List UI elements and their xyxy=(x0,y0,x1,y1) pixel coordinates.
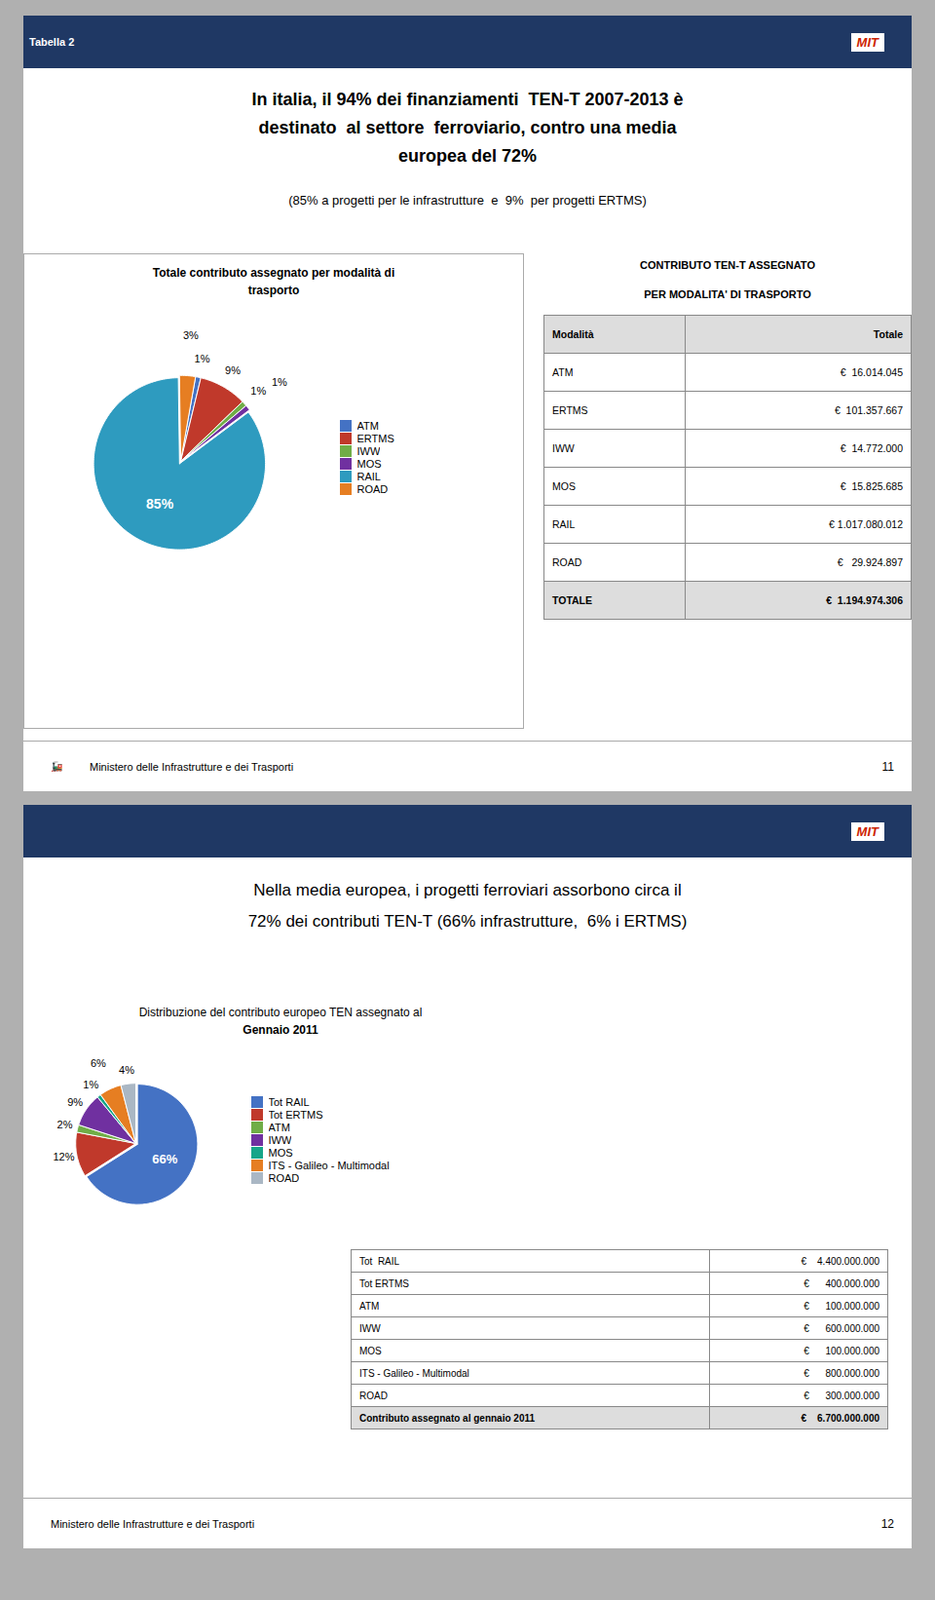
html-text:ATM: ATM xyxy=(359,1299,380,1311)
svg-text:1%: 1% xyxy=(194,352,211,365)
html-text:Tot RAIL: Tot RAIL xyxy=(359,1254,400,1266)
html-text:europea del 72%: europea del 72% xyxy=(398,145,537,166)
html-text:Ministero delle Infrastrutture: Ministero delle Infrastrutture e dei Tra… xyxy=(50,1516,255,1529)
html-text:MOS: MOS xyxy=(359,1344,382,1356)
html-text:(85% a progetti per le infrast: (85% a progetti per le infrastrutture e … xyxy=(288,193,647,208)
html-text:In italia, il 94% dei finanzia: In italia, il 94% dei finanziamenti TEN-… xyxy=(251,89,684,110)
html-text:Nella media europea, i progett: Nella media europea, i progetti ferrovia… xyxy=(253,880,682,899)
html-text:ROAD: ROAD xyxy=(356,483,388,496)
html-text:ROAD: ROAD xyxy=(268,1171,300,1184)
html-text:€ 100.000.000: € 100.000.000 xyxy=(803,1299,880,1311)
html-text:€ 4.400.000.000: € 4.400.000.000 xyxy=(800,1254,880,1266)
html-text:€ 101.357.667: € 101.357.667 xyxy=(834,404,903,417)
html-text:Tot RAIL: Tot RAIL xyxy=(268,1095,310,1108)
html-text:Totale contributo assegnato pe: Totale contributo assegnato per modalità… xyxy=(152,265,395,280)
html-text:Contributo assegnato al gennai: Contributo assegnato al gennaio 2011 xyxy=(359,1411,535,1423)
html-text:ATM: ATM xyxy=(268,1120,291,1133)
html-text:ROAD: ROAD xyxy=(359,1389,388,1401)
svg-text:85%: 85% xyxy=(146,495,175,512)
html-text:MOS: MOS xyxy=(356,458,382,470)
svg-text:6%: 6% xyxy=(90,1056,107,1069)
html-text:€ 800.000.000: € 800.000.000 xyxy=(803,1366,880,1378)
html-text:€ 16.014.045: € 16.014.045 xyxy=(840,366,903,379)
html-text:destinato al settore ferroviar: destinato al settore ferroviario, contro… xyxy=(258,117,677,138)
html-text:Tabella 2: Tabella 2 xyxy=(29,36,75,48)
html-text:ROAD: ROAD xyxy=(552,556,582,569)
html-text:€ 100.000.000: € 100.000.000 xyxy=(803,1344,880,1356)
html-text:€ 6.700.000.000: € 6.700.000.000 xyxy=(800,1411,880,1423)
html-text:IWW: IWW xyxy=(268,1133,292,1146)
svg-text:1%: 1% xyxy=(250,384,266,397)
html-text:MIT: MIT xyxy=(856,823,879,839)
svg-text:2%: 2% xyxy=(57,1118,74,1130)
html-text:Tot ERTMS: Tot ERTMS xyxy=(268,1108,323,1120)
html-text:ATM: ATM xyxy=(356,420,379,432)
html-text:€ 1.017.080.012: € 1.017.080.012 xyxy=(828,518,903,531)
svg-text:1%: 1% xyxy=(271,375,288,388)
html-text:MOS: MOS xyxy=(552,480,576,493)
html-text:CONTRIBUTO TEN-T ASSEGNATO: CONTRIBUTO TEN-T ASSEGNATO xyxy=(639,259,816,271)
html-text:IWW: IWW xyxy=(356,445,381,458)
html-text:RAIL: RAIL xyxy=(552,518,575,531)
html-text:TOTALE: TOTALE xyxy=(552,594,593,606)
html-text:Gennaio 2011: Gennaio 2011 xyxy=(242,1022,319,1037)
html-text:ERTMS: ERTMS xyxy=(356,432,395,445)
html-text:11: 11 xyxy=(881,759,895,773)
svg-text:9%: 9% xyxy=(224,364,241,376)
html-text:€ 600.000.000: € 600.000.000 xyxy=(803,1322,880,1333)
svg-text:12%: 12% xyxy=(52,1150,75,1162)
html-text:€ 400.000.000: € 400.000.000 xyxy=(803,1277,880,1289)
html-text:Modalità: Modalità xyxy=(552,328,594,341)
html-text:Tot ERTMS: Tot ERTMS xyxy=(359,1277,409,1289)
html-text:MIT: MIT xyxy=(856,34,879,50)
html-text:ITS - Galileo - Multimodal: ITS - Galileo - Multimodal xyxy=(268,1158,390,1171)
html-text:IWW: IWW xyxy=(552,442,575,455)
svg-text:1%: 1% xyxy=(82,1078,99,1090)
html-text:ERTMS: ERTMS xyxy=(552,404,588,417)
html-text:€ 300.000.000: € 300.000.000 xyxy=(803,1389,880,1401)
svg-text:4%: 4% xyxy=(118,1063,135,1076)
html-text:€ 1.194.974.306: € 1.194.974.306 xyxy=(826,594,903,606)
html-text:Totale: Totale xyxy=(873,328,903,341)
html-text:ITS - Galileo - Multimodal: ITS - Galileo - Multimodal xyxy=(359,1366,470,1378)
html-text:Distribuzione del contributo e: Distribuzione del contributo europeo TEN… xyxy=(138,1005,423,1019)
html-text:PER MODALITA' DI TRASPORTO: PER MODALITA' DI TRASPORTO xyxy=(644,287,812,300)
html-text:trasporto: trasporto xyxy=(248,283,300,298)
html-text:IWW: IWW xyxy=(359,1322,381,1333)
html-text:RAIL: RAIL xyxy=(356,470,381,483)
html-text:12: 12 xyxy=(881,1515,895,1530)
svg-text:3%: 3% xyxy=(183,329,199,341)
html-text:€ 15.825.685: € 15.825.685 xyxy=(840,480,903,493)
html-text:€ 29.924.897: € 29.924.897 xyxy=(837,556,903,569)
html-text:ATM: ATM xyxy=(552,366,574,379)
html-text:Ministero delle Infrastrutture: Ministero delle Infrastrutture e dei Tra… xyxy=(89,760,294,772)
svg-text:9%: 9% xyxy=(67,1095,83,1108)
svg-text:66%: 66% xyxy=(151,1151,178,1166)
html-text:MOS: MOS xyxy=(268,1146,293,1158)
html-text:€ 14.772.000: € 14.772.000 xyxy=(840,442,903,455)
html-text:72% dei contributi TEN-T (66%: 72% dei contributi TEN-T (66% infrastrut… xyxy=(248,911,687,931)
